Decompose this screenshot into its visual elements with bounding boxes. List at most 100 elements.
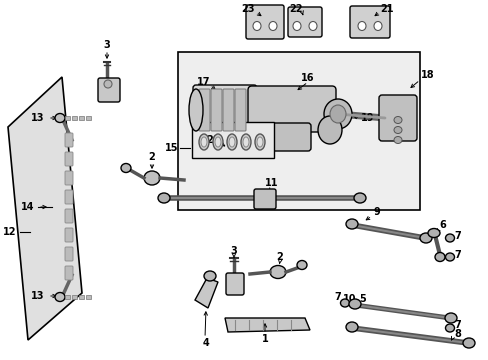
FancyBboxPatch shape (65, 133, 73, 147)
Ellipse shape (254, 134, 264, 150)
Text: 19: 19 (361, 113, 374, 123)
Text: 6: 6 (439, 220, 446, 230)
Ellipse shape (213, 134, 223, 150)
Ellipse shape (241, 134, 250, 150)
Bar (65, 116, 70, 120)
Text: 23: 23 (241, 4, 254, 14)
FancyBboxPatch shape (199, 89, 209, 131)
Text: 13: 13 (31, 113, 45, 123)
Ellipse shape (444, 313, 456, 323)
Bar (72, 116, 77, 120)
Bar (72, 295, 77, 299)
FancyBboxPatch shape (223, 89, 234, 131)
Ellipse shape (346, 219, 357, 229)
Bar (178, 52, 419, 210)
FancyBboxPatch shape (225, 273, 244, 295)
Text: 12: 12 (3, 227, 17, 237)
Text: 10: 10 (343, 294, 356, 304)
Ellipse shape (296, 261, 306, 270)
Ellipse shape (226, 134, 237, 150)
FancyBboxPatch shape (98, 78, 120, 102)
Ellipse shape (158, 193, 170, 203)
Polygon shape (195, 278, 218, 308)
Text: 4: 4 (202, 338, 209, 348)
Text: 14: 14 (21, 202, 35, 212)
Ellipse shape (268, 22, 276, 31)
FancyBboxPatch shape (253, 189, 275, 209)
Ellipse shape (373, 22, 381, 31)
FancyBboxPatch shape (193, 85, 257, 135)
Ellipse shape (55, 113, 65, 122)
Text: 8: 8 (454, 329, 461, 339)
Text: 2: 2 (276, 252, 283, 262)
Text: 22: 22 (289, 4, 302, 14)
FancyBboxPatch shape (210, 89, 222, 131)
Ellipse shape (393, 117, 401, 123)
Ellipse shape (419, 233, 431, 243)
Text: 18: 18 (420, 70, 434, 80)
Ellipse shape (434, 252, 444, 261)
Ellipse shape (324, 99, 351, 129)
FancyBboxPatch shape (65, 228, 73, 242)
Ellipse shape (215, 137, 221, 147)
FancyBboxPatch shape (65, 190, 73, 204)
Ellipse shape (55, 292, 65, 302)
Text: 11: 11 (264, 178, 278, 188)
Text: 3: 3 (230, 246, 237, 256)
Text: 21: 21 (380, 4, 393, 14)
Text: 16: 16 (301, 73, 314, 83)
Text: 7: 7 (454, 250, 461, 260)
Bar (65, 295, 70, 299)
FancyBboxPatch shape (65, 209, 73, 223)
Ellipse shape (203, 271, 216, 281)
Ellipse shape (121, 163, 131, 172)
Text: 7: 7 (334, 292, 341, 302)
Text: 7: 7 (454, 231, 461, 241)
Ellipse shape (357, 22, 365, 31)
Ellipse shape (393, 136, 401, 144)
FancyBboxPatch shape (264, 123, 310, 151)
Ellipse shape (228, 137, 235, 147)
Ellipse shape (292, 22, 301, 31)
FancyBboxPatch shape (65, 171, 73, 185)
Text: 20: 20 (206, 135, 219, 145)
FancyBboxPatch shape (65, 247, 73, 261)
Ellipse shape (143, 171, 160, 185)
Ellipse shape (348, 299, 360, 309)
Bar (86, 295, 91, 299)
Ellipse shape (340, 299, 349, 307)
FancyBboxPatch shape (65, 152, 73, 166)
FancyBboxPatch shape (378, 95, 416, 141)
Ellipse shape (353, 193, 365, 203)
Ellipse shape (243, 137, 248, 147)
Polygon shape (224, 318, 309, 332)
Text: 7: 7 (454, 320, 461, 330)
Ellipse shape (346, 322, 357, 332)
FancyBboxPatch shape (247, 86, 335, 132)
Text: 3: 3 (103, 40, 110, 50)
Ellipse shape (445, 234, 453, 242)
Text: 17: 17 (197, 77, 210, 87)
Ellipse shape (462, 338, 474, 348)
Ellipse shape (445, 324, 453, 332)
Ellipse shape (201, 137, 206, 147)
FancyBboxPatch shape (235, 89, 245, 131)
Ellipse shape (317, 116, 341, 144)
Text: 15: 15 (165, 143, 179, 153)
Text: 13: 13 (31, 291, 45, 301)
Polygon shape (8, 77, 82, 340)
Text: 5: 5 (359, 294, 366, 304)
Text: 9: 9 (373, 207, 380, 217)
Ellipse shape (427, 229, 439, 238)
FancyBboxPatch shape (287, 7, 321, 37)
Text: 2: 2 (148, 152, 155, 162)
Ellipse shape (445, 253, 453, 261)
Ellipse shape (104, 80, 112, 88)
Ellipse shape (189, 89, 203, 131)
FancyBboxPatch shape (245, 5, 284, 39)
FancyBboxPatch shape (65, 266, 73, 280)
Bar (86, 116, 91, 120)
Text: 1: 1 (261, 334, 268, 344)
Ellipse shape (252, 22, 261, 31)
Bar (79, 295, 84, 299)
